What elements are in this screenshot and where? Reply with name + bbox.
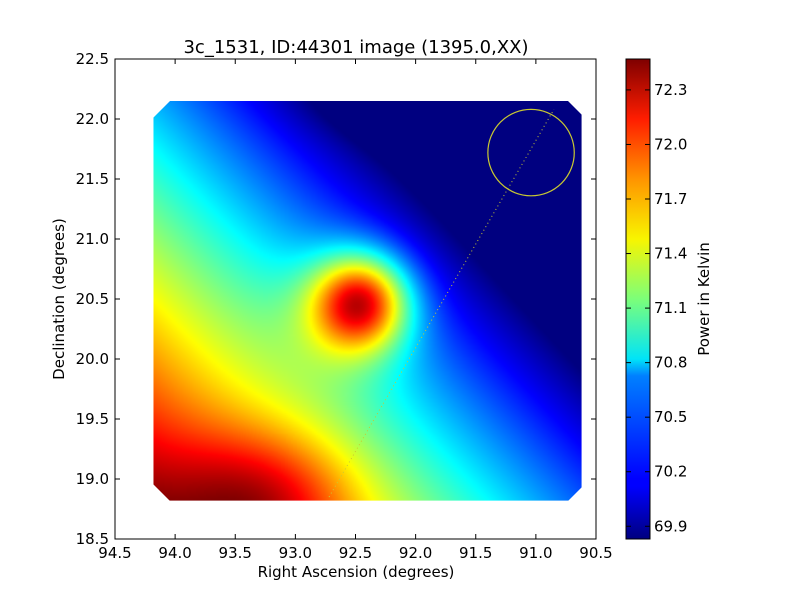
y-tick-label: 20.0 <box>76 350 109 368</box>
y-tick-label: 22.0 <box>76 110 109 128</box>
y-tick-label: 22.5 <box>76 50 109 68</box>
plot-area: 94.5 94.0 93.5 93.0 92.5 92.0 91.5 91.0 90.5 18.… <box>76 50 613 562</box>
y-tick-label: 20.5 <box>76 290 109 308</box>
x-tick-label: 94.0 <box>158 544 191 562</box>
colorbar-tick-label: 70.2 <box>654 463 687 481</box>
heatmap-image <box>153 101 582 501</box>
colorbar-tick-label: 71.1 <box>654 299 687 317</box>
track-dotted-line <box>328 109 555 498</box>
colorbar-tick-label: 72.3 <box>654 81 687 99</box>
y-tick-label: 18.5 <box>76 530 109 548</box>
colorbar-tick-label: 71.4 <box>654 245 687 263</box>
colorbar: 72.3 72.0 71.7 71.4 71.1 70.8 70.5 70.2 69.9 Pow… <box>625 58 713 540</box>
y-tick-label: 19.5 <box>76 410 109 428</box>
beam-circle <box>487 108 575 197</box>
x-tick-label: 92.5 <box>339 544 372 562</box>
colorbar-tick-label: 72.0 <box>654 135 687 153</box>
y-axis: 18.5 19.0 19.5 20.0 20.5 21.0 21.5 22.0 22.5 <box>76 50 596 548</box>
chart-title: 3c_1531, ID:44301 image (1395.0,XX) <box>183 37 528 58</box>
x-tick-label: 93.5 <box>219 544 252 562</box>
colorbar-tick-label: 70.8 <box>654 354 687 372</box>
colorbar-gradient <box>625 58 651 540</box>
y-tick-label: 19.0 <box>76 470 109 488</box>
x-tick-label: 90.5 <box>579 544 612 562</box>
x-tick-label: 91.0 <box>519 544 552 562</box>
colorbar-label: Power in Kelvin <box>695 242 713 356</box>
x-tick-label: 94.5 <box>98 544 131 562</box>
colorbar-tick-label: 70.5 <box>654 408 687 426</box>
x-tick-label: 91.5 <box>459 544 492 562</box>
colorbar-tick-label: 69.9 <box>654 517 687 535</box>
x-axis-label: Right Ascension (degrees) <box>258 563 455 581</box>
colorbar-ticks: 72.3 72.0 71.7 71.4 71.1 70.8 70.5 70.2 69.9 <box>626 81 687 535</box>
colorbar-tick-label: 71.7 <box>654 190 687 208</box>
y-tick-label: 21.0 <box>76 230 109 248</box>
y-axis-label: Declination (degrees) <box>50 218 68 380</box>
overlay-layer <box>328 108 575 498</box>
y-tick-label: 21.5 <box>76 170 109 188</box>
x-axis: 94.5 94.0 93.5 93.0 92.5 92.0 91.5 91.0 90.5 <box>98 59 613 562</box>
x-tick-label: 92.0 <box>399 544 432 562</box>
x-tick-label: 93.0 <box>279 544 312 562</box>
